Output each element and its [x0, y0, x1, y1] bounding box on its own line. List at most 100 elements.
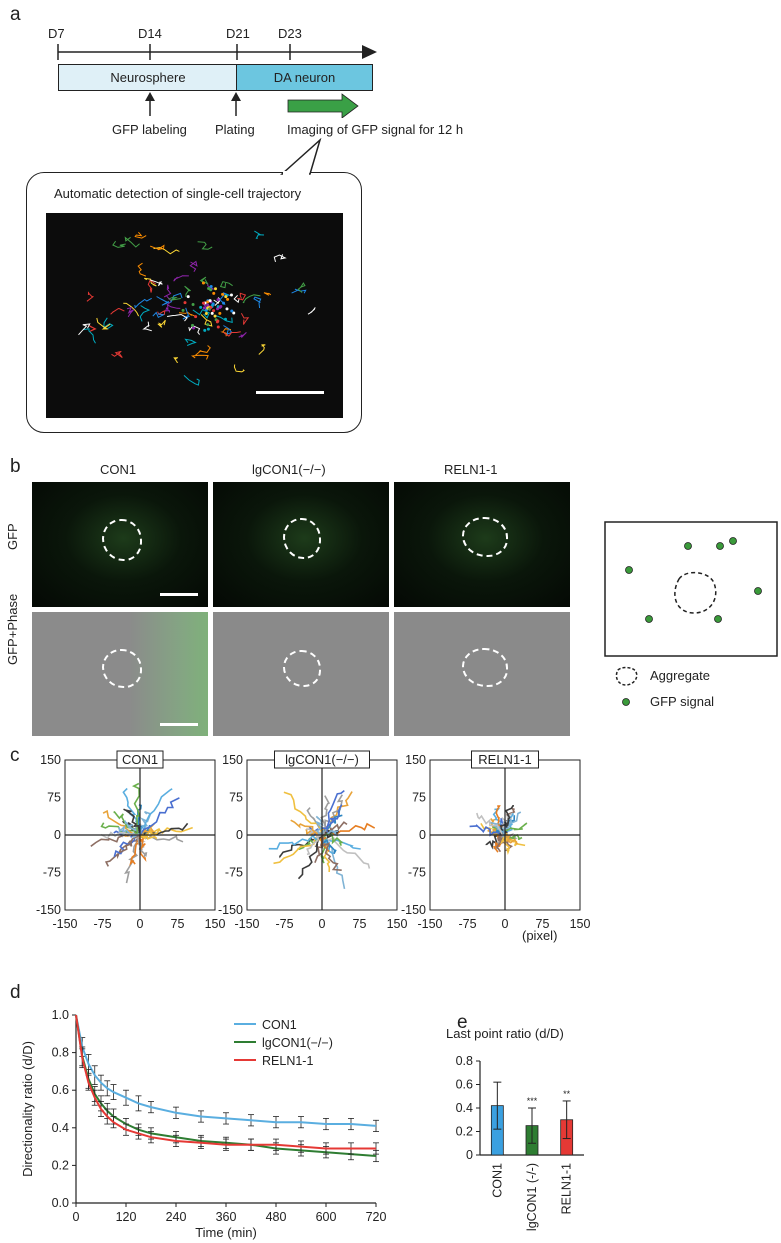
x-tick-label: -75 [275, 917, 293, 928]
event-gfp-labeling: GFP labeling [112, 122, 187, 137]
y-tick-label: 0 [419, 828, 426, 842]
phase-image-lgcon1 [213, 612, 389, 736]
panel-c-label: c [10, 745, 20, 766]
day-d7: D7 [48, 26, 65, 41]
y-tick-label: 0 [466, 1148, 473, 1162]
trajectory-track [150, 279, 163, 287]
x-tick-label: -150 [52, 917, 77, 928]
y-tick-label: 0.8 [456, 1054, 473, 1068]
cluster-point [186, 295, 190, 299]
cluster-point [211, 302, 215, 306]
y-tick-label: 0 [236, 828, 243, 842]
cell-track [139, 788, 173, 836]
cluster-point [201, 301, 205, 305]
trajectory-track [184, 338, 197, 346]
directionality-line-chart: 0.0 0.2 0.4 0.6 0.8 1.0 0 120 240 360 480 600 720 Tim… [20, 1008, 387, 1240]
y-tick-label: 150 [40, 753, 61, 767]
trajectory-track [142, 321, 152, 332]
col-label-con1: CON1 [100, 462, 137, 477]
cluster-point [208, 299, 212, 303]
series-0: CON1 [75, 1014, 379, 1132]
plot-title-box [471, 750, 539, 769]
x-tick-label: 75 [353, 917, 367, 928]
cell-track [119, 834, 141, 854]
x-tick-label: 480 [266, 1210, 287, 1224]
trajectory-track [163, 284, 172, 298]
last-point-bar-chart: Last point ratio (d/D) 0.8 0.6 0.4 0.2 0 CON1 *… [446, 1026, 584, 1231]
gfp-image-lgcon1 [213, 482, 389, 607]
cluster-point [226, 297, 230, 301]
trajectory-track [173, 275, 189, 282]
trajectory-track [134, 297, 152, 309]
cell-track [104, 834, 141, 867]
trajectory-track [173, 357, 179, 363]
cell-track [268, 834, 323, 850]
trajectory-track [307, 307, 316, 315]
event-imaging: Imaging of GFP signal for 12 h [287, 122, 464, 137]
x-tick-label: -150 [234, 917, 259, 928]
scale-bar [256, 391, 324, 394]
panel-d-label: d [10, 982, 21, 1003]
plot-title-box [116, 750, 164, 769]
bubble-title: Automatic detection of single-cell traje… [54, 186, 302, 201]
unit-label: (pixel) [522, 928, 558, 943]
x-tick-label: 360 [216, 1210, 237, 1224]
cluster-point [206, 323, 210, 327]
day-d14: D14 [138, 26, 162, 41]
trajectory-track [86, 291, 94, 302]
panel-a-label: a [10, 4, 21, 25]
y-tick-label: 150 [405, 753, 426, 767]
plot-title: lgCON1(−/−) [285, 752, 359, 767]
trajectory-tracks [78, 230, 316, 386]
schematic-diagram [604, 521, 778, 657]
y-tick-label: 75 [229, 791, 243, 805]
trajectory-track [150, 244, 165, 251]
cell-track [113, 834, 141, 858]
cell-track [139, 797, 180, 836]
legend-label: RELN1-1 [262, 1054, 313, 1068]
trajectory-track [199, 276, 209, 285]
trajectory-track [147, 279, 157, 293]
y-tick-label: 0.0 [52, 1196, 69, 1210]
y-tick-label: 0.6 [52, 1083, 69, 1097]
x-tick-label: 0 [137, 917, 144, 928]
cell-track [279, 834, 323, 859]
y-tick-label: -150 [218, 903, 243, 917]
cell-track [139, 834, 184, 843]
y-tick-label: 0.6 [456, 1078, 473, 1092]
stage-da-neuron: DA neuron [236, 64, 373, 91]
x-tick-label: 720 [366, 1210, 387, 1224]
legend-symbols [615, 666, 638, 706]
cluster-point [199, 305, 203, 309]
x-tick-label: 240 [166, 1210, 187, 1224]
trajectory-track [254, 230, 265, 239]
legend-aggregate: Aggregate [650, 668, 710, 683]
x-tick-label: -75 [93, 917, 111, 928]
trajectory-track [88, 325, 97, 332]
y-tick-label: -75 [225, 866, 243, 880]
y-tick-label: 75 [412, 791, 426, 805]
x-tick-label: 75 [171, 917, 185, 928]
y-tick-label: 0.2 [456, 1125, 473, 1139]
trajectory-track [237, 292, 247, 301]
cell-track [113, 810, 141, 836]
trajectory-track [183, 375, 200, 386]
cluster-point [218, 311, 222, 315]
legend-label: lgCON1(−/−) [262, 1036, 333, 1050]
x-tick-label: 75 [536, 917, 550, 928]
cluster-point [201, 281, 205, 285]
y-tick-label: 0.4 [52, 1121, 69, 1135]
trajectory-track [124, 236, 140, 248]
trajectory-track [263, 292, 272, 296]
cluster-point [216, 298, 220, 302]
trajectory-track [156, 296, 170, 306]
cluster-point [206, 303, 210, 307]
x-tick-label: 150 [205, 917, 226, 928]
significance-label: ** [563, 1089, 571, 1099]
x-tick-label: 120 [116, 1210, 137, 1224]
trajectory-track [103, 317, 114, 330]
cell-track [283, 791, 323, 836]
trajectory-track [157, 319, 166, 328]
cluster-point [194, 315, 198, 319]
